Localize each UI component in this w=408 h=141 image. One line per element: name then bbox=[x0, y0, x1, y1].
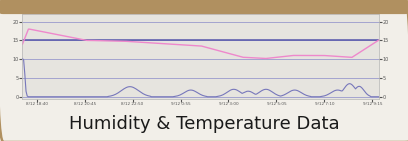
Text: Humidity & Temperature Data: Humidity & Temperature Data bbox=[69, 115, 339, 133]
